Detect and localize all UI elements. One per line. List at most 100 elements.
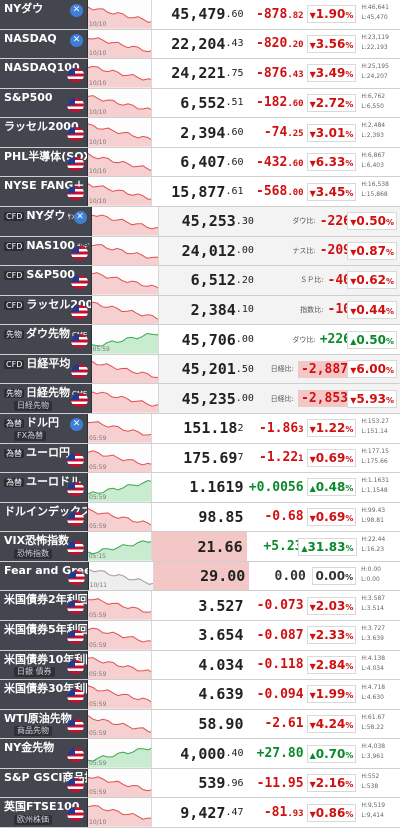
sparkline-chart[interactable]: 10/10 <box>88 798 153 827</box>
sparkline-chart[interactable]: 10/10 <box>88 59 153 88</box>
sparkline-chart[interactable] <box>91 354 159 384</box>
sparkline-chart[interactable] <box>91 207 159 236</box>
quote-row[interactable]: 先物ダウ先物CME05:5945,706.00ダウ比:+226▲0.50%H:4… <box>0 325 400 355</box>
instrument-label[interactable]: 先物日経先物CME日経先物 <box>0 384 92 413</box>
instrument-sub-link[interactable]: 欧州株価 <box>14 814 52 825</box>
instrument-label[interactable]: CFD 日経平均 <box>0 354 92 384</box>
instrument-label[interactable]: CFDラッセル2000 <box>0 295 92 325</box>
quote-row[interactable]: 米国債券5年利回り05:593.654-0.087▼2.33%H:3.727L:… <box>0 621 400 651</box>
instrument-label[interactable]: 為替 ユーロドル <box>0 473 88 502</box>
instrument-label[interactable]: S&P500 <box>0 88 88 118</box>
sparkline-chart[interactable]: 10/10 <box>88 177 153 206</box>
quote-row[interactable]: 英国FTSE100 欧州株価 10/10 9,427.47 -81.93 ▼0.86% H:… <box>0 798 400 828</box>
instrument-sub-link[interactable]: 商品先物 <box>14 726 52 737</box>
instrument-sub-link[interactable]: FX為替 <box>14 430 47 441</box>
quote-row[interactable]: 為替 ユーロドル 05:59 1.1619 +0.0056 ▲0.48% H:1.1631 L… <box>0 473 400 503</box>
sparkline-chart[interactable]: 05:59 <box>88 650 153 680</box>
instrument-label[interactable]: 米国債券5年利回り <box>0 621 88 650</box>
quote-row[interactable]: CFDS&P5006,512.20ＳＰ比:-40▼0.62%H:6,566L:6… <box>0 266 400 296</box>
sparkline-chart[interactable]: 05:59 <box>88 414 153 443</box>
quote-row[interactable]: 為替 ユーロ円 05:59 175.69 7 -1.221 ▼0.69% H:177.15 L:… <box>0 443 400 474</box>
instrument-label[interactable]: ドルインデックス <box>0 502 88 532</box>
sparkline-chart[interactable]: 10/10 <box>88 118 153 147</box>
quote-row[interactable]: 為替 ドル円 FX為替 ✕ 05:59 151.18 2 -1.863 ▼1.22% H:153.… <box>0 414 400 444</box>
instrument-sub-link[interactable]: 日銀 債券 <box>14 667 55 678</box>
sparkline-chart[interactable]: 10/10 <box>88 147 153 177</box>
sparkline-chart[interactable]: 05:59 <box>88 621 153 650</box>
quote-row[interactable]: NASDAQ ✕ 10/10 22,204.43 -820.20 ▼3.56% H:23,1… <box>0 29 400 60</box>
sparkline-chart[interactable]: 10/11 <box>88 561 154 591</box>
quote-row[interactable]: 米国債券30年利回り05:594.639-0.094▼1.99%H:4.718L… <box>0 680 400 710</box>
quote-row[interactable]: CFDラッセル20002,384.10指数比:-10▼0.44%H:2,418L… <box>0 295 400 326</box>
quote-row[interactable]: CFD日経平均45,201.50日経比:-2,887▼6.00%H:48,156… <box>0 354 400 385</box>
change-amount: -81.93 <box>264 805 304 820</box>
sparkline-chart[interactable] <box>91 266 159 295</box>
instrument-label[interactable]: NASDAQ100 <box>0 59 88 88</box>
sparkline-chart[interactable]: 10/10 <box>88 88 153 118</box>
x-icon[interactable]: ✕ <box>73 211 87 224</box>
sparkline-chart[interactable]: 05:59 <box>88 739 153 768</box>
sparkline-chart[interactable]: 10/10 <box>88 29 153 59</box>
instrument-label[interactable]: PHL半導体(SOX) <box>0 147 88 177</box>
quote-row[interactable]: 米国債券2年利回り05:593.527-0.073▼2.03%H:3.587L:… <box>0 591 400 621</box>
sparkline-chart[interactable]: 10/10 <box>88 0 153 29</box>
quote-row[interactable]: WTI原油先物 商品先物 05:59 58.90 -2.61 ▼4.24% H:61.67 L… <box>0 709 400 740</box>
sparkline-chart[interactable] <box>91 384 159 413</box>
instrument-label[interactable]: S&P GSCI商品指数 <box>0 768 88 798</box>
x-icon[interactable]: ✕ <box>70 33 83 47</box>
instrument-label[interactable]: NYダウ ✕ <box>0 0 88 29</box>
down-triangle-icon: ▼ <box>309 40 316 50</box>
quote-row[interactable]: S&P GSCI商品指数05:59539.96-11.95▼2.16%H:552… <box>0 768 400 799</box>
quote-row[interactable]: ドルインデックス 05:59 98.85 -0.68 ▼0.69% H:99.43 L:98… <box>0 502 400 533</box>
instrument-label[interactable]: CFDNYダウｻﾝﾃﾞｰ✕ <box>0 207 92 236</box>
instrument-label[interactable]: CFDNAS100ｻﾝﾃﾞｰ <box>0 236 92 266</box>
instrument-label[interactable]: ラッセル2000 <box>0 118 88 147</box>
x-icon[interactable]: ✕ <box>70 418 83 431</box>
x-icon[interactable]: ✕ <box>70 4 83 17</box>
instrument-label[interactable]: WTI原油先物 商品先物 <box>0 709 88 739</box>
quote-row[interactable]: NYダウ ✕ 10/10 45,479.60 -878.82 ▼1.90% H:46,641… <box>0 0 400 30</box>
percent-value: 4.24 <box>315 716 346 731</box>
quote-row[interactable]: CFDNAS100ｻﾝﾃﾞｰ24,012.00ナス比:-209▼0.87%H:2… <box>0 236 400 267</box>
instrument-label[interactable]: 米国債券30年利回り <box>0 680 88 709</box>
sparkline-chart[interactable] <box>91 295 159 325</box>
instrument-label[interactable]: NASDAQ ✕ <box>0 29 88 59</box>
quote-row[interactable]: NASDAQ100 10/10 24,221.75 -876.43 ▼3.49% H:25… <box>0 59 400 89</box>
sparkline-chart[interactable]: 05:59 <box>88 768 153 798</box>
chart-time: 05:59 <box>89 523 107 531</box>
instrument-sub-link[interactable]: 恐怖指数 <box>14 548 52 559</box>
quote-row[interactable]: S&P500 10/10 6,552.51 -182.60 ▼2.72% H:6,762 L… <box>0 88 400 119</box>
quote-row[interactable]: ラッセル2000 10/10 2,394.60 -74.25 ▼3.01% H:2,484… <box>0 118 400 148</box>
instrument-sub-link[interactable]: 日経先物 <box>14 400 52 411</box>
sparkline-chart[interactable]: 05:15 <box>87 532 152 561</box>
quote-row[interactable]: PHL半導体(SOX) 10/10 6,407.60 -432.60 ▼6.33% H:6… <box>0 147 400 178</box>
instrument-label[interactable]: VIX恐怖指数 恐怖指数 <box>0 532 88 561</box>
instrument-label[interactable]: 先物ダウ先物CME <box>0 325 92 354</box>
sparkline-chart[interactable] <box>91 236 159 266</box>
quote-row[interactable]: 先物日経先物CME日経先物45,235.00日経比:-2,853▼5.93%H:… <box>0 384 400 414</box>
instrument-label[interactable]: 米国債券2年利回り <box>0 591 88 620</box>
sparkline-chart[interactable]: 05:59 <box>88 680 153 709</box>
instrument-label[interactable]: NY金先物 <box>0 739 88 768</box>
instrument-label[interactable]: 為替 ユーロ円 <box>0 443 88 473</box>
sparkline-chart[interactable]: 05:59 <box>88 709 153 739</box>
percent-unit: % <box>345 573 354 583</box>
quote-row[interactable]: NYSE FANG＋ 10/10 15,877.61 -568.00 ▼3.45% H:1… <box>0 177 400 207</box>
instrument-label[interactable]: NYSE FANG＋ <box>0 177 88 206</box>
quote-row[interactable]: 米国債券10年利回り日銀 債券05:594.034-0.118▼2.84%H:4… <box>0 650 400 681</box>
sparkline-chart[interactable]: 05:59 <box>88 502 153 532</box>
sparkline-chart[interactable]: 05:59 <box>88 591 153 620</box>
sparkline-chart[interactable]: 05:59 <box>91 325 159 354</box>
instrument-label[interactable]: 英国FTSE100 欧州株価 <box>0 798 88 827</box>
instrument-label[interactable]: Fear and Greed Index <box>0 561 89 591</box>
quote-row[interactable]: CFDNYダウｻﾝﾃﾞｰ✕45,253.30ダウ比:-226▼0.50%H:45… <box>0 207 400 237</box>
instrument-label[interactable]: CFD S&P500 <box>0 266 92 295</box>
instrument-label[interactable]: 為替 ドル円 FX為替 ✕ <box>0 414 88 443</box>
instrument-label[interactable]: 米国債券10年利回り日銀 債券 <box>0 650 88 680</box>
quote-row[interactable]: Fear and Greed Index10/1129.000.000.00%H… <box>0 561 400 592</box>
sparkline-chart[interactable]: 05:59 <box>88 443 153 473</box>
quote-row[interactable]: NY金先物 05:59 4,000.40 +27.80 ▲0.70% H:4,038 L:3… <box>0 739 400 769</box>
percent-change: ▼0.62% <box>347 266 400 295</box>
quote-row[interactable]: VIX恐怖指数 恐怖指数 05:15 21.66 +5.23 ▲31.83% H:22.44… <box>0 532 400 562</box>
sparkline-chart[interactable]: 05:59 <box>88 473 153 502</box>
